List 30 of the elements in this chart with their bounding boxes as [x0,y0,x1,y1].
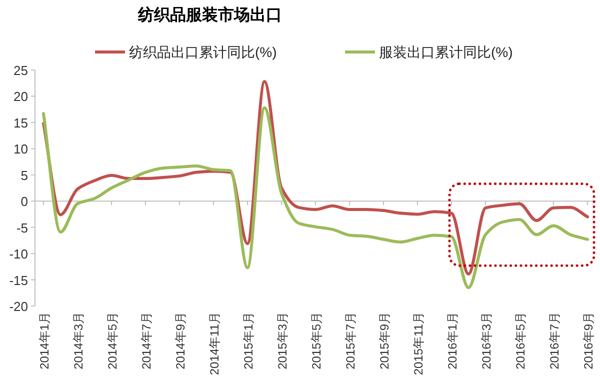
x-tick-label: 2014年9月 [174,312,188,370]
y-tick-label: -20 [9,299,28,314]
x-tick-label: 2016年5月 [514,312,528,370]
chart-title: 纺织品服装市场出口 [137,6,282,24]
x-tick-label: 2014年3月 [72,312,86,370]
x-tick-label: 2016年9月 [582,312,596,370]
x-tick-label: 2015年11月 [412,312,426,376]
x-tick-label: 2014年11月 [208,312,222,376]
y-tick-label: 20 [14,89,28,104]
x-tick-label: 2014年7月 [140,312,154,370]
legend-label: 服装出口累计同比(%) [379,44,513,60]
x-tick-label: 2015年9月 [378,312,392,370]
y-tick-label: 0 [20,194,28,210]
x-tick-label: 2014年1月 [38,312,52,370]
x-tick-label: 2015年3月 [276,312,290,370]
y-tick-label: -5 [16,220,28,236]
y-tick-label: 25 [14,63,28,78]
x-tick-label: 2015年5月 [310,312,324,370]
y-tick-label: -10 [9,246,28,262]
x-tick-label: 2015年7月 [344,312,358,370]
y-tick-label: 5 [20,168,28,183]
x-tick-label: 2016年7月 [548,312,562,370]
y-tick-label: 10 [14,142,28,157]
x-tick-label: 2016年1月 [446,312,460,370]
x-tick-label: 2016年3月 [480,312,494,370]
legend-label: 纺织品出口累计同比(%) [129,44,277,60]
x-tick-label: 2014年5月 [106,312,120,370]
x-tick-label: 2015年1月 [242,312,256,370]
y-tick-label: -15 [9,272,28,288]
y-tick-label: 15 [14,115,28,130]
